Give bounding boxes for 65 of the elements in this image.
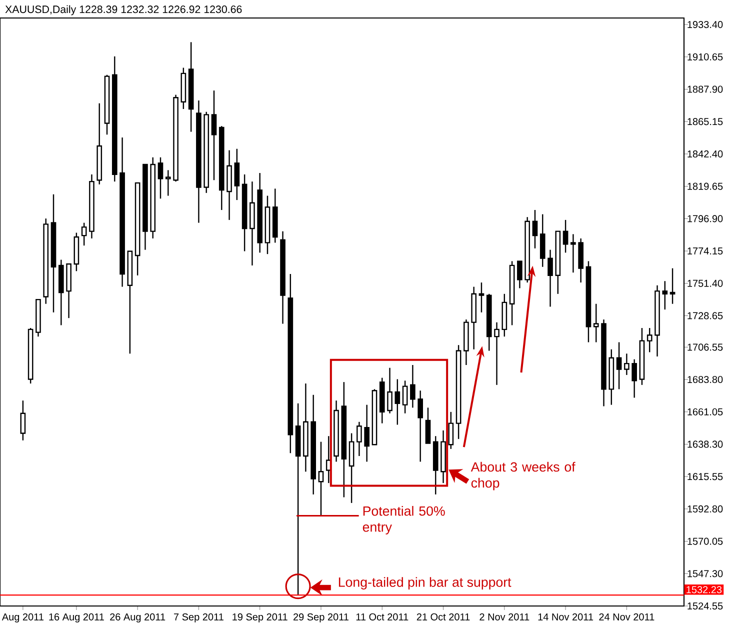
candlestick (593, 303, 599, 343)
candlestick (394, 378, 400, 426)
candlestick (356, 421, 362, 457)
candlestick (517, 260, 522, 289)
candlestick (616, 342, 622, 390)
candlestick (570, 234, 576, 274)
y-tick-label: 1796.90 (688, 215, 723, 222)
ref-line-label: Potential 50% entry (362, 506, 445, 534)
annotation: Long-tailed pin bar at support (338, 577, 512, 590)
x-tick-label: 26 Aug 2011 (110, 613, 166, 622)
chart-title: XAUUSD,Daily 1228.39 1232.32 1226.92 1230.66 (5, 5, 242, 16)
y-tick-label: 1570.05 (688, 538, 723, 545)
x-tick-label: 2 Nov 2011 (480, 613, 530, 620)
candlestick (318, 441, 324, 516)
candlestick (478, 282, 484, 313)
y-tick-label: 1819.65 (688, 182, 723, 190)
x-tick-label: 16 Aug 2011 (49, 613, 104, 622)
candlestick (532, 209, 538, 249)
candlestick (387, 367, 392, 414)
candlestick (364, 404, 370, 462)
y-tick-label: 1683.80 (688, 376, 723, 384)
candlestick (632, 358, 637, 398)
candlestick (662, 280, 668, 310)
y-tick-label: 1524.55 (688, 602, 723, 610)
candlestick (211, 90, 217, 181)
candlestick (494, 322, 500, 386)
candlestick (158, 156, 164, 200)
candlestick (448, 411, 454, 450)
candlestick (81, 222, 87, 246)
candlestick (402, 380, 408, 414)
y-tick-label: 1615.55 (688, 473, 723, 480)
y-tick-label: 1728.65 (688, 312, 723, 320)
candlestick (670, 268, 676, 304)
candlestick (410, 364, 416, 408)
candlestick (165, 170, 171, 196)
x-tick-label: 19 Sep 2011 (232, 613, 288, 622)
y-tick-label: 1751.40 (688, 280, 723, 287)
x-tick-label: Aug 2011 (2, 613, 44, 622)
x-tick-label: 7 Sep 2011 (174, 613, 224, 622)
candlestick (418, 390, 423, 462)
x-tick-label: 24 Nov 2011 (599, 613, 654, 620)
candlestick (562, 219, 568, 254)
x-tick-label: 29 Sep 2011 (294, 613, 348, 622)
x-tick-label: 21 Oct 2011 (416, 613, 470, 620)
candlestick (425, 407, 431, 444)
ref-line-label: 1532.23 (686, 586, 722, 594)
candlestick (624, 353, 630, 376)
y-tick-label: 1910.65 (688, 53, 723, 60)
annotation: About 3 weeks of chop (470, 462, 576, 490)
candlestick (20, 400, 26, 441)
y-tick-label: 1887.90 (688, 86, 723, 93)
y-tick-label: 1774.15 (688, 248, 723, 255)
y-tick-label: 1706.55 (688, 344, 723, 351)
y-tick-label: 1661.05 (688, 408, 723, 416)
x-tick-label: 11 Oct 2011 (356, 613, 408, 620)
y-tick-label: 1933.40 (688, 20, 723, 28)
y-tick-label: 1547.30 (688, 570, 723, 578)
candlestick (234, 148, 240, 201)
y-tick-label: 1592.80 (688, 505, 723, 512)
y-tick-label: 1638.30 (688, 440, 723, 448)
x-tick-label: 14 Nov 2011 (538, 613, 594, 620)
y-tick-label: 1865.15 (688, 118, 723, 126)
candlestick (646, 327, 652, 353)
y-tick-label: 1842.40 (688, 150, 723, 158)
candlestick (548, 249, 553, 308)
